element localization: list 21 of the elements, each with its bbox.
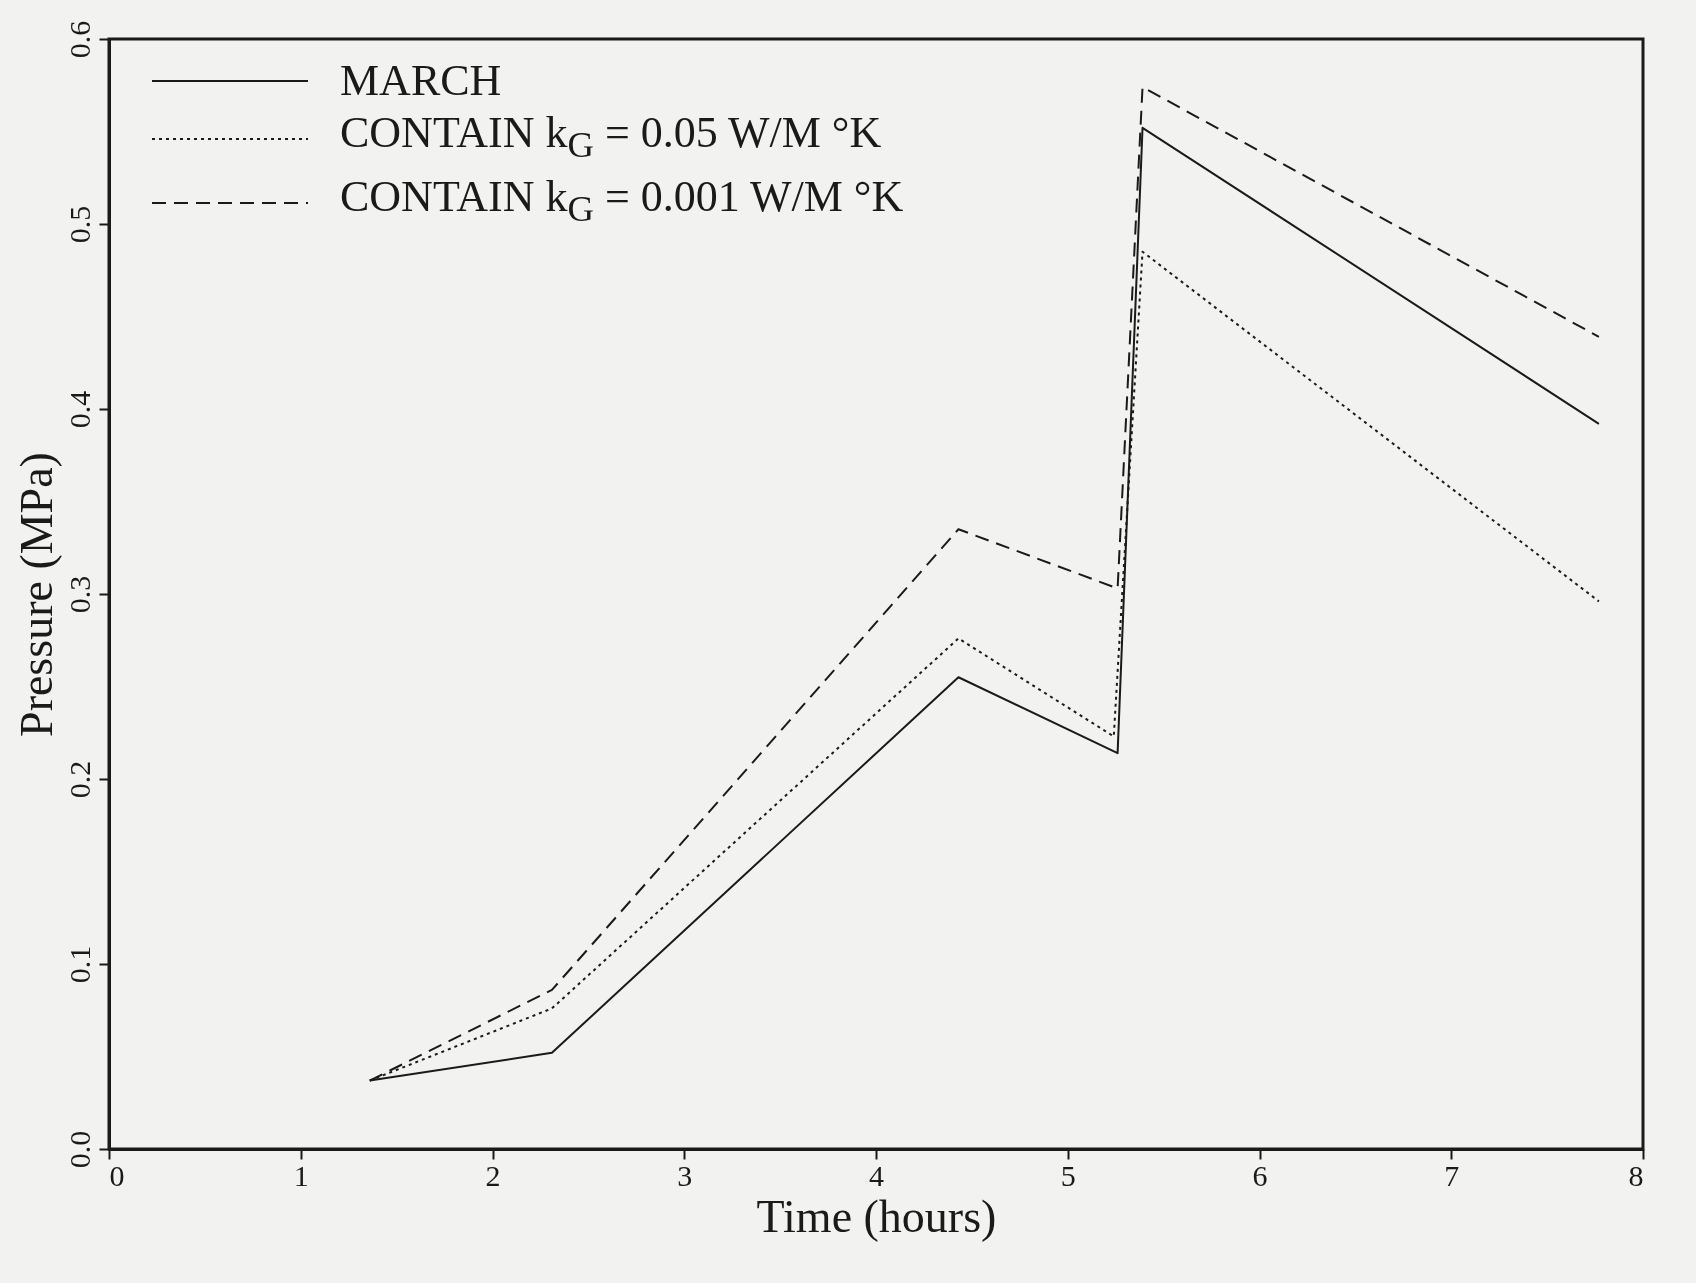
legend-label: MARCH <box>340 55 502 107</box>
x-tick-label: 3 <box>677 1158 693 1192</box>
x-tick-label: 5 <box>1060 1158 1076 1192</box>
y-axis-title: Pressure (MPa) <box>10 452 62 737</box>
x-tick-label: 0 <box>109 1158 125 1192</box>
x-tick-label: 1 <box>293 1158 309 1192</box>
x-tick-label: 8 <box>1628 1158 1644 1192</box>
y-tick-label: 0.6 <box>62 20 96 59</box>
legend-label: CONTAIN k$_{G}$ = 0.05 W/M °K <box>340 107 882 167</box>
legend-label: CONTAIN k$_{G}$ = 0.001 W/M °K <box>340 170 904 231</box>
y-tick-label: 0.3 <box>62 575 96 614</box>
x-tick-label: 2 <box>485 1158 501 1192</box>
x-tick-label: 4 <box>869 1158 884 1192</box>
y-tick-label: 0.4 <box>62 390 96 429</box>
y-tick-label: 0.0 <box>62 1130 96 1169</box>
y-tick-label: 0.2 <box>62 760 96 799</box>
x-tick-label: 6 <box>1252 1158 1268 1192</box>
y-tick-label: 0.1 <box>62 945 96 984</box>
x-axis-title: Time (hours) <box>756 1190 997 1242</box>
y-tick-label: 0.5 <box>62 205 96 244</box>
x-tick-label: 7 <box>1444 1158 1460 1192</box>
